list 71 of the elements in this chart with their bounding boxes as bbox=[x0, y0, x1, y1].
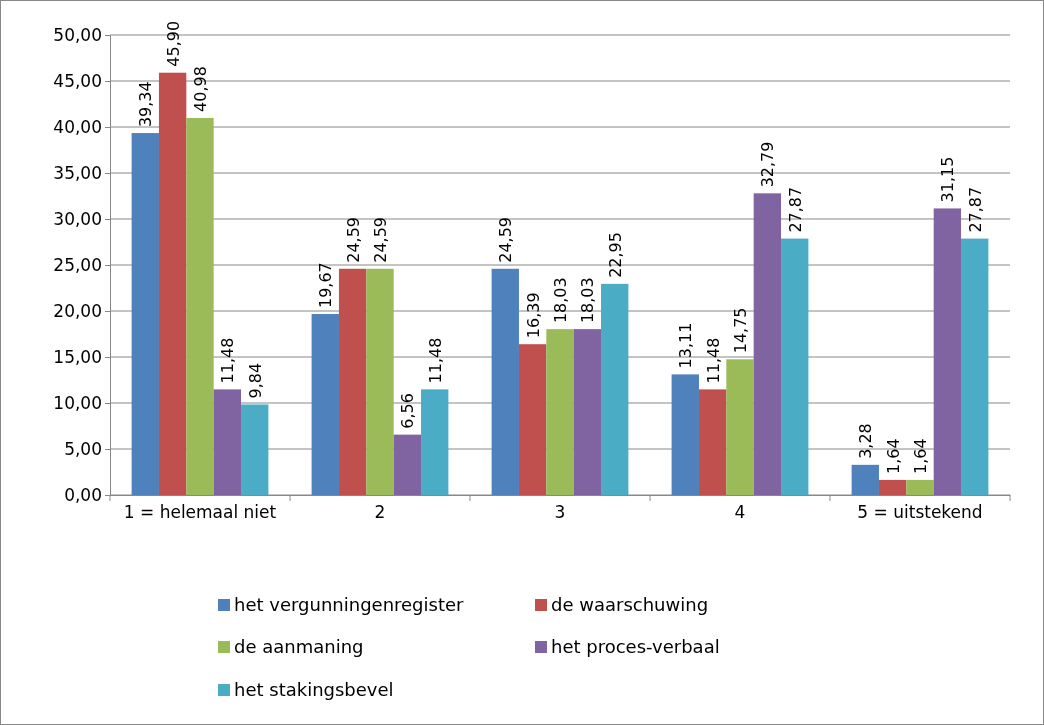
data-label: 32,79 bbox=[758, 141, 778, 188]
bar bbox=[851, 464, 879, 495]
bar bbox=[753, 193, 782, 495]
data-label: 39,34 bbox=[136, 81, 156, 128]
data-label: 3,28 bbox=[856, 423, 876, 459]
bar bbox=[421, 389, 449, 495]
data-label: 6,56 bbox=[398, 393, 418, 429]
bar bbox=[311, 314, 339, 495]
data-label: 11,48 bbox=[425, 337, 445, 384]
data-label: 27,87 bbox=[785, 186, 805, 233]
bar bbox=[906, 479, 934, 495]
bar bbox=[491, 268, 519, 495]
y-tick-label: 35,00 bbox=[53, 162, 102, 183]
data-label: 11,48 bbox=[218, 337, 238, 384]
bar bbox=[241, 404, 269, 495]
y-tick-label: 25,00 bbox=[53, 254, 102, 275]
bar bbox=[601, 283, 629, 495]
bar bbox=[671, 374, 699, 495]
bar bbox=[518, 344, 547, 495]
legend-label: het proces-verbaal bbox=[551, 636, 720, 657]
bar bbox=[158, 72, 187, 495]
data-label: 16,39 bbox=[523, 292, 543, 339]
x-tick-label: 3 bbox=[554, 502, 566, 523]
data-label: 1,64 bbox=[911, 438, 930, 474]
data-label: 14,75 bbox=[731, 307, 750, 354]
data-label: 24,59 bbox=[371, 216, 390, 263]
bar bbox=[781, 238, 809, 495]
bar bbox=[726, 359, 754, 495]
bar bbox=[186, 117, 214, 495]
y-tick-label: 0,00 bbox=[64, 484, 102, 505]
x-tick-label: 1 = helemaal niet bbox=[123, 502, 277, 523]
x-tick-label: 4 bbox=[734, 502, 746, 523]
bar bbox=[961, 238, 989, 495]
y-tick-label: 45,00 bbox=[53, 70, 102, 91]
data-label: 45,90 bbox=[163, 20, 183, 67]
data-label: 31,15 bbox=[938, 156, 958, 203]
legend-label: de aanmaning bbox=[234, 636, 364, 657]
data-label: 24,59 bbox=[496, 216, 516, 263]
data-label: 19,67 bbox=[316, 262, 336, 309]
bar bbox=[213, 389, 242, 495]
bar bbox=[698, 389, 727, 495]
x-tick-label: 5 = uitstekend bbox=[857, 502, 983, 523]
bar bbox=[878, 479, 907, 495]
data-label: 13,11 bbox=[676, 322, 696, 369]
y-tick-label: 5,00 bbox=[64, 438, 102, 459]
y-tick-label: 40,00 bbox=[53, 116, 102, 137]
data-label: 24,59 bbox=[343, 216, 363, 263]
legend-label: de waarschuwing bbox=[551, 594, 709, 615]
data-label: 27,87 bbox=[965, 186, 985, 233]
data-label: 11,48 bbox=[703, 337, 723, 384]
x-tick-label: 2 bbox=[374, 502, 386, 523]
bar bbox=[338, 268, 367, 495]
bar bbox=[546, 329, 574, 495]
data-label: 9,84 bbox=[245, 362, 265, 399]
data-label: 22,95 bbox=[605, 232, 625, 278]
y-tick-label: 20,00 bbox=[53, 300, 102, 321]
data-label: 18,03 bbox=[578, 277, 598, 324]
y-tick-label: 15,00 bbox=[53, 346, 102, 367]
legend-label: het vergunningenregister bbox=[234, 594, 465, 615]
bar bbox=[366, 268, 394, 495]
y-tick-label: 50,00 bbox=[53, 24, 102, 45]
bar bbox=[573, 329, 602, 495]
data-label: 18,03 bbox=[551, 277, 570, 324]
bar bbox=[933, 208, 962, 495]
legend-label: het stakingsbevel bbox=[234, 679, 394, 700]
data-label: 1,64 bbox=[883, 438, 903, 474]
bar bbox=[131, 133, 159, 495]
bar bbox=[393, 434, 422, 495]
y-tick-label: 30,00 bbox=[53, 208, 102, 229]
data-label: 40,98 bbox=[191, 66, 210, 112]
y-tick-label: 10,00 bbox=[53, 392, 102, 413]
